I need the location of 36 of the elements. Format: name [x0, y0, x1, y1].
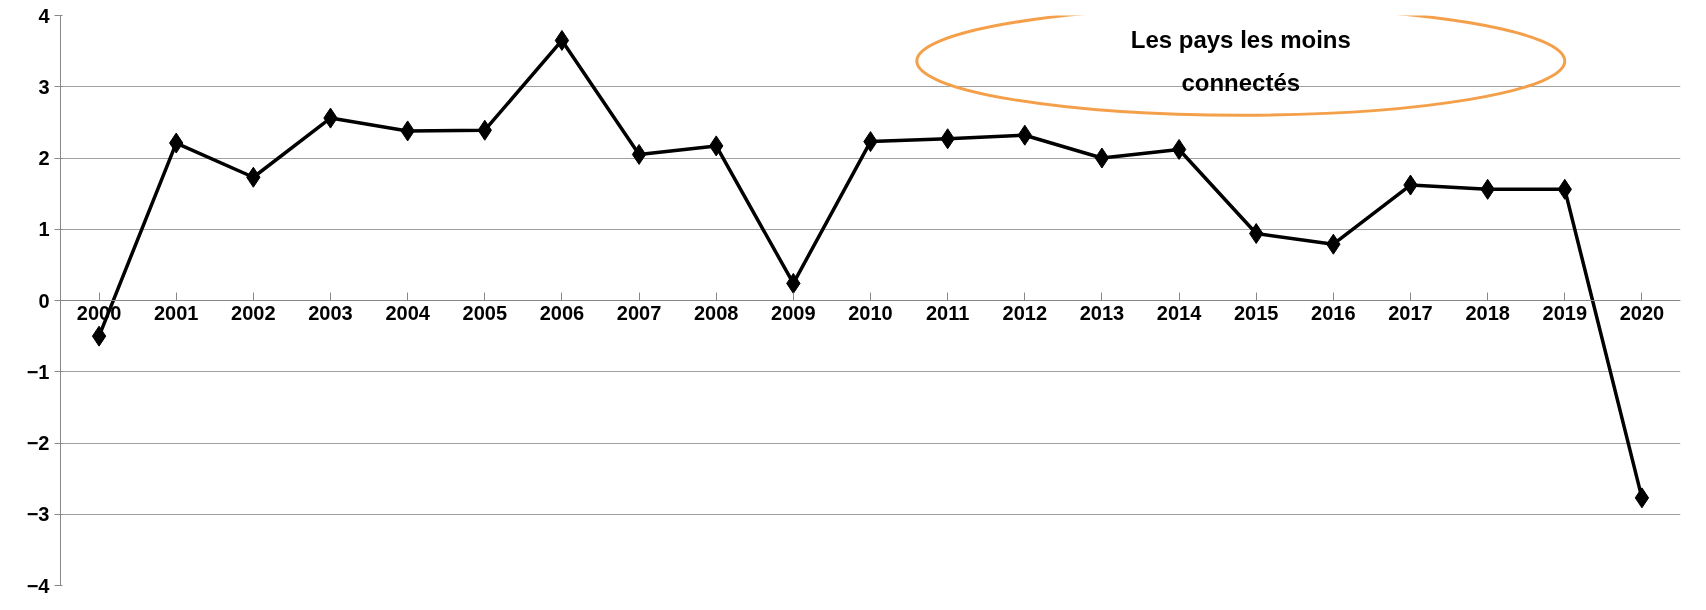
y-tick-label: 4	[38, 4, 51, 27]
x-tick-label: 2016	[1311, 301, 1356, 324]
x-tick-label: 2015	[1233, 301, 1279, 324]
x-tick-label: 2006	[539, 301, 585, 324]
x-tick-label: 2014	[1156, 301, 1203, 324]
x-tick-label: 2005	[462, 301, 508, 324]
x-tick-label: 2011	[925, 301, 970, 324]
x-tick-label: 2007	[616, 301, 662, 324]
point	[91, 325, 107, 347]
y-tick-label: −4	[26, 574, 51, 597]
point	[554, 29, 570, 51]
x-tick-label: 2013	[1079, 301, 1125, 324]
x-tick-label: 2002	[231, 301, 276, 324]
x-tick-label: 2008	[693, 301, 739, 324]
x-tick-label: 2003	[308, 301, 353, 324]
y-tick-label: 0	[38, 289, 50, 312]
x-tick-label: 2012	[1002, 301, 1048, 324]
point	[1094, 147, 1110, 169]
x-tick-label: 2020	[1619, 301, 1665, 324]
point	[1634, 487, 1650, 509]
x-tick-label: 2010	[848, 301, 893, 324]
x-tick-label: 2001	[153, 301, 199, 324]
y-tick-label: −1	[26, 360, 50, 383]
x-tick-label: 2019	[1542, 301, 1588, 324]
point	[631, 143, 647, 165]
x-tick-label: 2017	[1388, 301, 1433, 324]
x-tick-label: 2009	[771, 301, 816, 324]
x-tick-label: 2004	[385, 301, 431, 324]
x-tick-label: 2018	[1465, 301, 1510, 324]
text: Les pays les moins connectés	[1130, 26, 1351, 96]
point	[1171, 138, 1187, 160]
y-tick-label: 2	[38, 147, 50, 169]
y-tick-label: −2	[26, 432, 50, 454]
y-tick-label: −3	[26, 503, 50, 526]
y-tick-label: 3	[38, 75, 50, 98]
y-tick-label: 1	[38, 218, 50, 241]
